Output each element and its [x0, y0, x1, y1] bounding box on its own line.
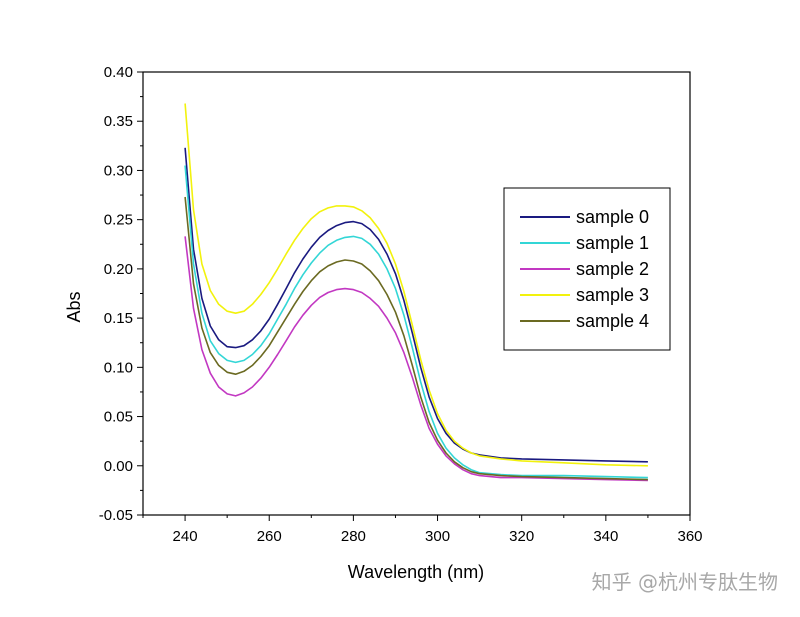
series-line-sample-1 — [184, 165, 648, 479]
series-lines — [184, 103, 648, 482]
y-tick-label: -0.05 — [99, 507, 133, 524]
x-tick-label: 260 — [257, 528, 282, 545]
y-tick-label: 0.25 — [104, 212, 133, 229]
x-tick-label: 240 — [173, 528, 198, 545]
y-tick-label: 0.20 — [104, 261, 133, 278]
y-tick-label: 0.35 — [104, 113, 133, 130]
legend-label: sample 3 — [576, 285, 649, 305]
y-tick-label: 0.10 — [104, 359, 133, 376]
series-line-sample-2 — [184, 236, 648, 482]
legend-label: sample 1 — [576, 233, 649, 253]
y-tick-label: 0.05 — [104, 409, 133, 426]
x-tick-label: 280 — [341, 528, 366, 545]
y-tick-label: 0.00 — [104, 458, 133, 475]
legend-label: sample 2 — [576, 259, 649, 279]
x-tick-label: 360 — [677, 528, 702, 545]
y-tick-label: 0.15 — [104, 310, 133, 327]
series-line-sample-4 — [184, 196, 648, 481]
legend: sample 0 sample 1 sample 2 sample 3 sample 4 — [503, 187, 671, 351]
legend-label: sample 4 — [576, 311, 649, 331]
series-line-sample-3 — [184, 103, 648, 467]
x-tick-label: 300 — [425, 528, 450, 545]
y-axis-title: Abs — [64, 291, 84, 322]
y-axis: -0.05 0.00 0.05 0.10 0.15 0.20 0.25 0.30 0.35 0.4… — [99, 64, 143, 524]
watermark-text: 知乎 @杭州专肽生物 — [591, 570, 778, 594]
x-axis-title: Wavelength (nm) — [348, 562, 484, 582]
x-tick-label: 320 — [509, 528, 534, 545]
x-tick-label: 340 — [593, 528, 618, 545]
y-tick-label: 0.40 — [104, 64, 133, 81]
x-axis: 240 260 280 300 320 340 360 — [142, 515, 703, 545]
y-tick-label: 0.30 — [104, 162, 133, 179]
legend-label: sample 0 — [576, 207, 649, 227]
